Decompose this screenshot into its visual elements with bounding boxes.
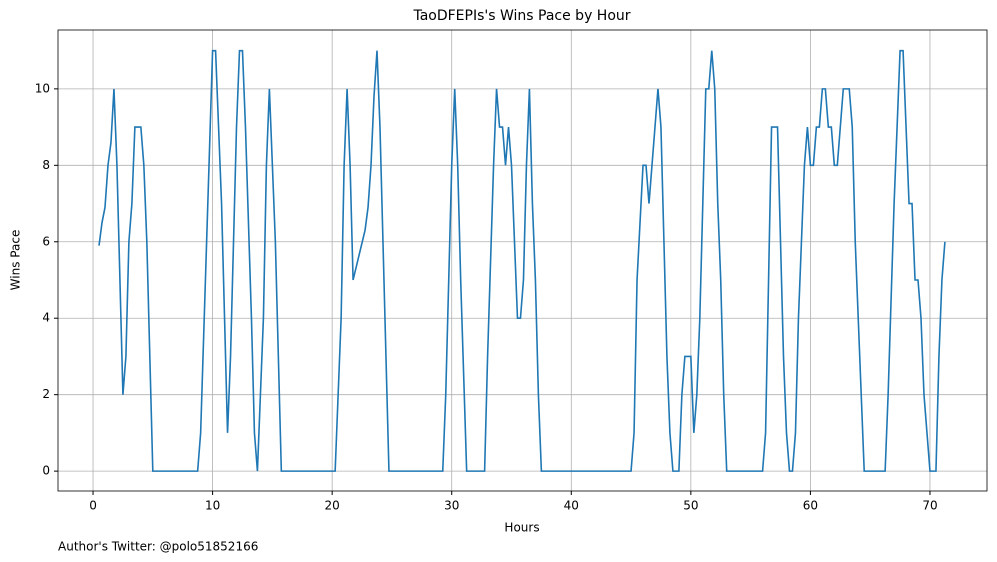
x-tick-label: 30 [444, 499, 459, 513]
y-tick-label: 8 [42, 158, 50, 172]
x-tick-label: 20 [325, 499, 340, 513]
x-axis-label: Hours [504, 521, 539, 535]
x-tick-label: 50 [683, 499, 698, 513]
x-tick-label: 70 [922, 499, 937, 513]
plot-frame [57, 29, 988, 492]
x-tick-label: 60 [803, 499, 818, 513]
y-tick-label: 6 [42, 234, 50, 248]
y-axis-label: Wins Pace [9, 230, 23, 291]
data-line [98, 49, 946, 472]
x-tick-label: 10 [205, 499, 220, 513]
y-tick-label: 2 [42, 387, 50, 401]
y-tick-label: 4 [42, 311, 50, 325]
footnote: Author's Twitter: @polo51852166 [58, 540, 258, 554]
chart-title: TaoDFEPIs's Wins Pace by Hour [412, 8, 630, 24]
x-tick-label: 0 [89, 499, 97, 513]
y-tick-label: 10 [35, 81, 50, 95]
x-tick-label: 40 [564, 499, 579, 513]
y-tick-label: 0 [42, 464, 50, 478]
